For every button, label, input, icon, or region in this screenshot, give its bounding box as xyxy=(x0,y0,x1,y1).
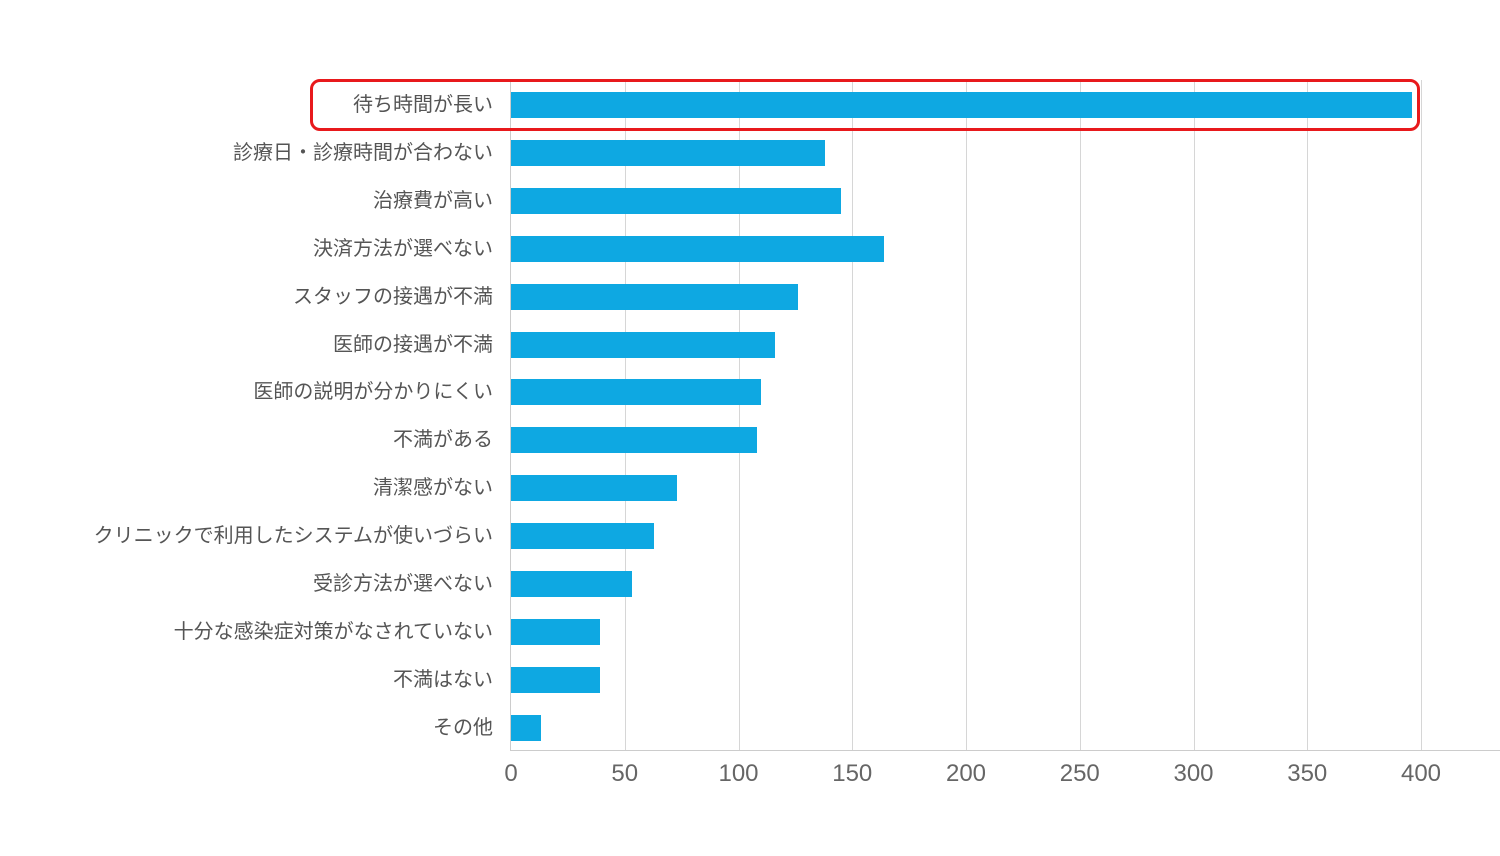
x-tick-label: 350 xyxy=(1287,760,1328,787)
category-label: クリニックで利用したシステムが使いづらい xyxy=(93,523,493,548)
x-tick-label: 250 xyxy=(1059,760,1100,787)
category-label: 受診方法が選べない xyxy=(313,571,493,595)
bar xyxy=(511,379,762,406)
x-tick-label: 50 xyxy=(611,760,639,787)
gridline xyxy=(1194,80,1195,751)
gridline xyxy=(625,80,626,751)
category-label: 清潔感がない xyxy=(373,475,493,500)
gridline xyxy=(1080,80,1081,751)
y-axis-line xyxy=(510,80,511,751)
x-tick-label: 300 xyxy=(1173,760,1214,787)
gridline xyxy=(966,80,967,751)
bar xyxy=(511,714,541,741)
bar xyxy=(511,187,841,214)
gridline xyxy=(852,80,853,751)
x-tick-label: 100 xyxy=(718,760,759,787)
gridline xyxy=(739,80,740,751)
gridline xyxy=(1421,80,1422,751)
highlight-box xyxy=(310,79,1420,131)
category-label: その他 xyxy=(433,714,493,739)
bar xyxy=(511,427,757,454)
bar xyxy=(511,283,798,310)
category-label: 不満はない xyxy=(393,666,493,691)
category-label: スタッフの接遇が不満 xyxy=(293,283,493,308)
bar xyxy=(511,92,1412,118)
category-label: 医師の接遇が不満 xyxy=(333,331,493,356)
gridline xyxy=(1307,80,1308,751)
bar xyxy=(511,475,678,502)
x-axis-line xyxy=(511,750,1500,751)
x-tick-label: 150 xyxy=(832,760,873,787)
category-label: 十分な感染症対策がなされていない xyxy=(173,618,493,643)
x-tick-label: 200 xyxy=(945,760,987,787)
x-tick-label: 0 xyxy=(504,760,518,787)
category-label: 治療費が高い xyxy=(373,187,493,212)
bar xyxy=(511,523,655,550)
bar xyxy=(511,618,600,645)
category-label: 決済方法が選べない xyxy=(313,235,493,260)
bar xyxy=(511,235,885,262)
category-label: 不満がある xyxy=(393,427,493,452)
bar xyxy=(511,331,775,358)
x-tick-label: 400 xyxy=(1400,760,1442,787)
bar xyxy=(511,666,600,693)
bar xyxy=(511,571,632,597)
category-label: 待ち時間が長い xyxy=(353,92,493,116)
category-label: 診療日・診療時間が合わない xyxy=(233,139,493,164)
bar xyxy=(511,139,825,166)
category-label: 医師の説明が分かりにくい xyxy=(253,379,493,404)
